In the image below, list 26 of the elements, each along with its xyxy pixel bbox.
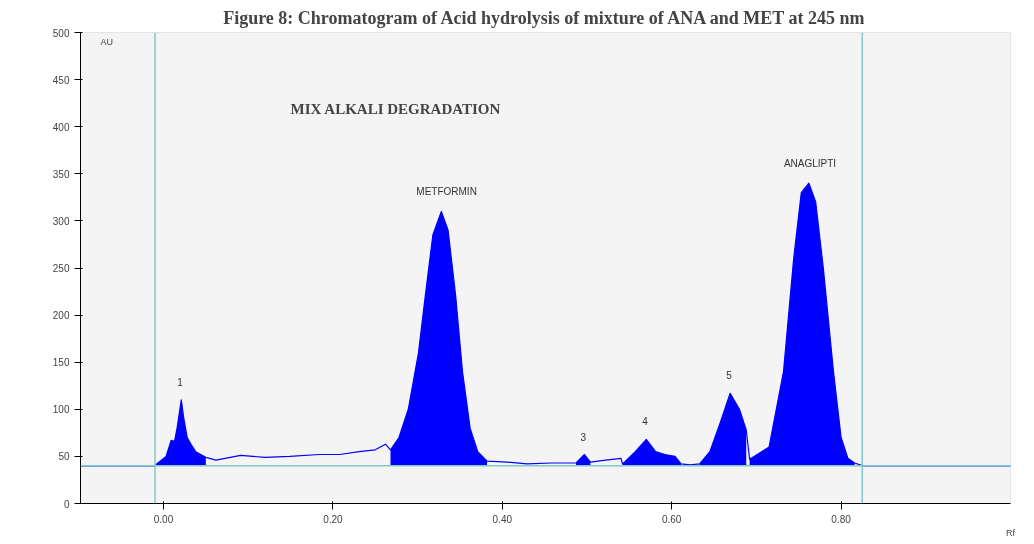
annotation: 3 xyxy=(580,431,587,443)
y-tick-label: 500 xyxy=(52,27,70,39)
x-tick-label: 0.40 xyxy=(492,513,513,525)
y-tick-label: 50 xyxy=(58,451,70,463)
chart-title: Figure 8: Chromatogram of Acid hydrolysis of mixture of ANA and MET at 245 nm xyxy=(223,7,865,28)
x-tick-label: 0.20 xyxy=(323,513,344,525)
y-tick-label: 100 xyxy=(52,404,70,416)
annotation: 5 xyxy=(726,370,733,382)
annotation: 1 xyxy=(177,376,184,388)
y-tick-label: 400 xyxy=(52,121,70,133)
y-tick-label: 0 xyxy=(63,498,70,510)
y-axis-title: AU xyxy=(100,37,114,48)
annotation: 4 xyxy=(642,416,649,428)
x-tick-label: 0.00 xyxy=(153,513,174,525)
annotation: ANAGLIPTI xyxy=(783,158,837,170)
y-tick-label: 300 xyxy=(52,215,70,227)
y-tick-label: 250 xyxy=(52,263,70,274)
annotation: MIX ALKALI DEGRADATION xyxy=(290,101,501,118)
annotation: METFORMIN xyxy=(416,186,477,198)
x-axis-title: Rf xyxy=(1006,527,1016,538)
y-tick-label: 150 xyxy=(52,357,70,369)
y-tick-label: 350 xyxy=(52,168,70,180)
x-tick-label: 0.60 xyxy=(661,513,682,525)
y-tick-label: 200 xyxy=(52,310,70,322)
x-tick-label: 0.80 xyxy=(831,513,852,525)
y-tick-label: 450 xyxy=(52,74,70,86)
